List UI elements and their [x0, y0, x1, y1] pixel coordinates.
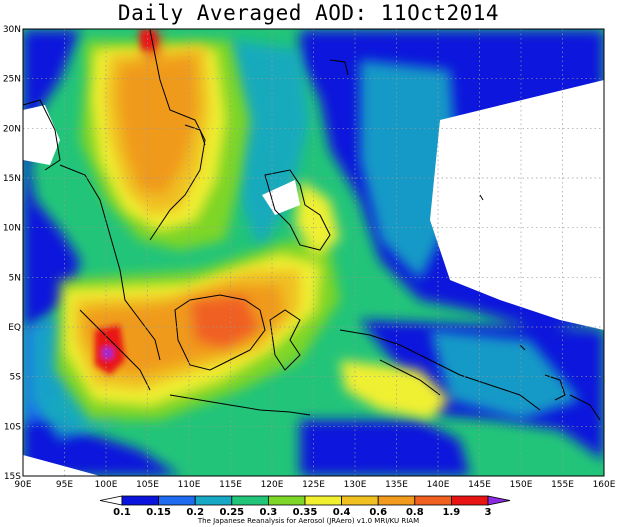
aod-field [23, 29, 604, 476]
colorbar-segment [231, 495, 269, 506]
lat-tick-labels: 30N 25N 20N 15N 10N 5N EQ 5S 10S 15S [3, 25, 21, 482]
colorbar-label: 0.8 [406, 507, 424, 518]
lon-tick-labels: 90E 95E 100E 105E 110E 115E 120E 125E 130E 135E 14… [14, 480, 615, 490]
colorbar-segment [450, 495, 489, 506]
colorbar-label: 0.1 [113, 507, 131, 518]
lat-tick-label: 15S [4, 472, 21, 482]
lat-tick-label: 15N [3, 174, 21, 184]
coastlines [23, 29, 601, 421]
colorbar-segment [377, 495, 416, 506]
lon-tick-label: 115E [219, 480, 242, 490]
colorbar-segment [304, 495, 342, 506]
plot-frame [22, 28, 605, 477]
colorbar-label: 0.3 [260, 507, 278, 518]
lat-tick-label: 30N [3, 25, 21, 35]
colorbar-segment [267, 495, 306, 506]
colorbar-segment [158, 495, 196, 506]
lat-tick-label: 20N [3, 124, 21, 134]
lon-tick-label: 145E [468, 480, 491, 490]
colorbar-segment [414, 495, 452, 506]
lat-tick-label: 25N [3, 75, 21, 85]
map-title: Daily Averaged AOD: 11Oct2014 [117, 1, 500, 25]
colorbar-label: 0.15 [146, 507, 171, 518]
colorbar-low-tip [99, 495, 123, 506]
lon-tick-label: 95E [56, 480, 73, 490]
lon-tick-label: 160E [593, 480, 616, 490]
colorbar-label: 3 [485, 507, 492, 518]
lon-tick-label: 150E [510, 480, 533, 490]
colorbar-segment [194, 495, 233, 506]
colorbar-high-tip [487, 495, 511, 506]
lon-tick-label: 120E [261, 480, 284, 490]
credit-line: The Japanese Reanalysis for Aerosol (JRA… [197, 517, 420, 525]
lon-tick-label: 110E [178, 480, 201, 490]
lon-tick-label: 125E [302, 480, 325, 490]
colorbar-label: 0.35 [293, 507, 318, 518]
lon-tick-label: 100E [95, 480, 118, 490]
colorbar-label: 0.4 [333, 507, 351, 518]
colorbar-label: 0.6 [369, 507, 387, 518]
lon-tick-label: 155E [551, 480, 574, 490]
lat-tick-label: 5S [10, 373, 22, 383]
lat-tick-label: EQ [8, 323, 21, 333]
lon-tick-label: 130E [344, 480, 367, 490]
lon-tick-label: 90E [14, 480, 31, 490]
colorbar: 0.1 0.15 0.2 0.25 0.3 0.35 0.4 0.6 0.8 1.9 3 [99, 495, 511, 518]
lon-tick-label: 135E [385, 480, 408, 490]
lat-tick-label: 10S [4, 422, 21, 432]
lat-tick-label: 10N [3, 224, 21, 234]
colorbar-segment [341, 495, 379, 506]
colorbar-segment [121, 495, 159, 506]
colorbar-label: 0.25 [219, 507, 244, 518]
missing-data-regions [23, 80, 604, 476]
colorbar-label: 0.2 [186, 507, 204, 518]
colorbar-label: 1.9 [443, 507, 461, 518]
lon-tick-label: 105E [136, 480, 159, 490]
lon-tick-label: 140E [427, 480, 450, 490]
lat-tick-label: 5N [9, 273, 21, 283]
high-aod-regions [75, 32, 300, 390]
